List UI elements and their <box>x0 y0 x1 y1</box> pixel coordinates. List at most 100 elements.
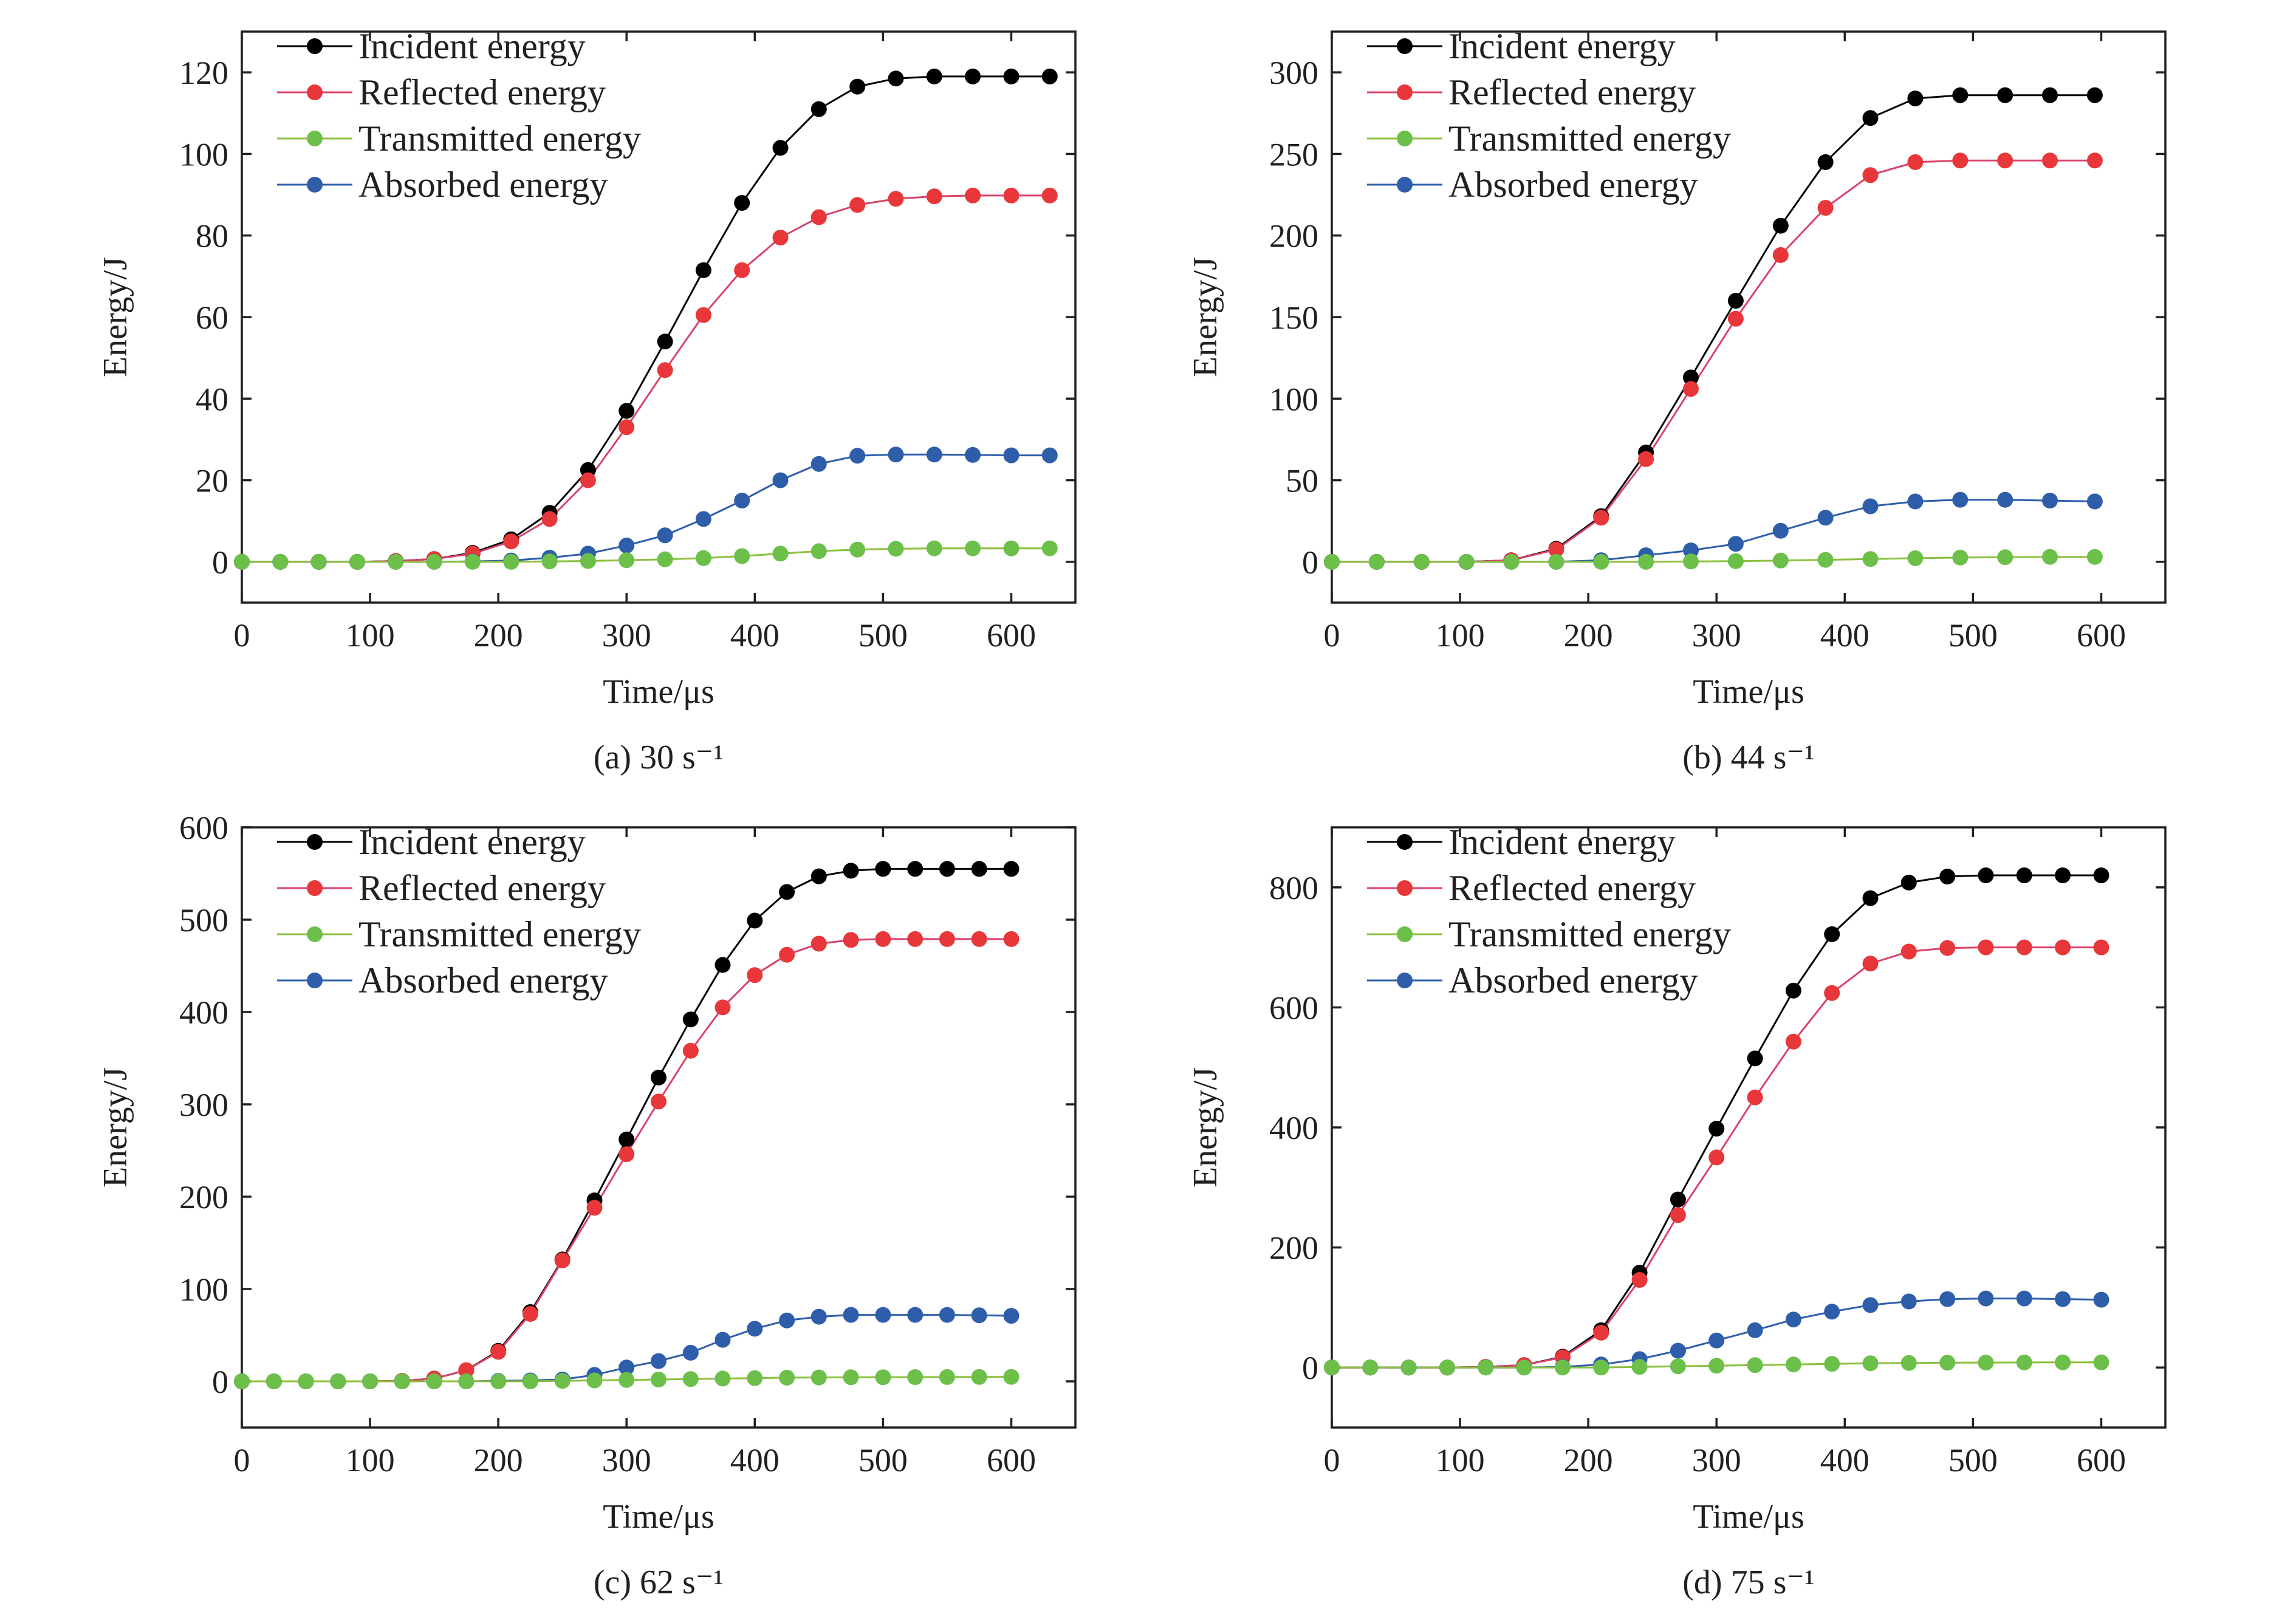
absorbed-energy-point <box>810 1308 827 1325</box>
legend-label-reflected: Reflected energy <box>1448 72 1696 112</box>
absorbed-energy-point <box>734 493 750 509</box>
x-axis-title: Time/μs <box>603 1498 715 1536</box>
incident-energy-point <box>695 262 711 278</box>
absorbed-energy-point <box>747 1321 763 1337</box>
transmitted-energy-point <box>272 553 289 570</box>
incident-energy-point <box>1041 68 1058 84</box>
transmitted-energy-point <box>1708 1358 1725 1374</box>
legend-label-absorbed: Absorbed energy <box>1448 165 1698 205</box>
transmitted-energy-point <box>362 1373 379 1389</box>
incident-energy-point <box>1862 890 1879 906</box>
reflected-energy-point <box>1952 152 1969 169</box>
x-tick-label: 300 <box>1692 1442 1741 1479</box>
absorbed-energy-point <box>1997 491 2013 508</box>
reflected-energy-point <box>1772 247 1789 263</box>
x-tick-label: 600 <box>2077 617 2126 654</box>
x-tick-label: 600 <box>987 617 1036 654</box>
panel-c: 0 100 200 300 400 500 600 0 100 200 300 400 500 600 Ti… <box>97 810 1077 1601</box>
plot-frame <box>1331 30 2167 604</box>
legend-label-absorbed: Absorbed energy <box>1448 960 1698 1000</box>
incident-energy-point <box>779 884 795 900</box>
reflected-energy-point <box>657 362 673 378</box>
legend-label-transmitted: Transmitted energy <box>358 914 641 954</box>
x-tick-label: 200 <box>474 617 523 654</box>
reflected-energy-point <box>682 1042 699 1059</box>
legend-marker <box>307 38 323 54</box>
transmitted-energy-point <box>330 1373 346 1389</box>
incident-energy-point <box>1003 68 1019 84</box>
plot-frame <box>241 30 1077 604</box>
x-tick-label: 100 <box>346 1442 395 1479</box>
reflected-energy-point <box>843 932 859 948</box>
legend-marker <box>307 880 323 896</box>
y-tick-label: 120 <box>179 55 228 91</box>
absorbed-energy-point <box>2055 1291 2071 1307</box>
reflected-energy-point <box>1907 154 1924 170</box>
transmitted-energy-point <box>349 553 365 570</box>
transmitted-energy-point <box>810 543 827 559</box>
incident-energy-point <box>1907 91 1924 107</box>
x-tick-label: 400 <box>730 617 780 654</box>
transmitted-energy-point <box>234 1373 250 1389</box>
transmitted-energy-point <box>541 553 558 570</box>
transmitted-energy-point <box>619 552 635 569</box>
panel-caption: (b) 44 s⁻¹ <box>1682 739 1814 776</box>
transmitted-energy-point <box>464 553 481 570</box>
incident-energy-point <box>2093 867 2109 883</box>
panel-caption: (c) 62 s⁻¹ <box>594 1564 724 1601</box>
incident-energy-point <box>2016 867 2032 883</box>
absorbed-energy-point <box>1817 510 1834 526</box>
x-tick-label: 0 <box>234 1442 250 1479</box>
y-tick-label: 400 <box>1269 1110 1318 1146</box>
transmitted-energy-point <box>1683 553 1699 570</box>
transmitted-energy-point <box>1907 550 1924 566</box>
y-axis-title: Energy/J <box>97 257 134 377</box>
absorbed-energy-point <box>971 1307 987 1324</box>
absorbed-energy-point <box>2042 493 2058 509</box>
transmitted-energy-point <box>1478 1359 1494 1376</box>
transmitted-energy-point <box>1554 1359 1571 1376</box>
transmitted-energy-point <box>1324 553 1340 570</box>
panel-caption: (a) 30 s⁻¹ <box>594 739 724 776</box>
absorbed-energy-point <box>965 446 981 463</box>
incident-energy-point <box>965 68 981 84</box>
transmitted-energy-point <box>1548 553 1564 570</box>
absorbed-energy-point <box>1952 491 1969 508</box>
legend-marker <box>1397 84 1413 100</box>
transmitted-energy-point <box>2016 1354 2032 1370</box>
incident-energy-point <box>1670 1191 1686 1208</box>
legend-label-absorbed: Absorbed energy <box>358 165 608 205</box>
transmitted-energy-point <box>586 1372 603 1389</box>
x-tick-label: 600 <box>2077 1442 2126 1479</box>
x-tick-label: 300 <box>602 1442 651 1479</box>
transmitted-energy-point <box>388 553 404 570</box>
transmitted-energy-point <box>1785 1356 1801 1373</box>
absorbed-energy-point <box>657 527 673 544</box>
reflected-energy-point <box>1670 1207 1686 1223</box>
absorbed-energy-point <box>1670 1342 1686 1359</box>
transmitted-energy-point <box>734 548 750 564</box>
absorbed-energy-point <box>810 456 827 472</box>
incident-energy-point <box>907 861 924 877</box>
transmitted-energy-point <box>266 1373 282 1389</box>
absorbed-energy-point <box>1907 493 1924 510</box>
absorbed-energy-point <box>2093 1291 2109 1308</box>
incident-energy-point <box>926 68 942 84</box>
legend-label-incident: Incident energy <box>1448 822 1676 862</box>
reflected-energy-point <box>810 935 827 952</box>
x-tick-label: 100 <box>1436 617 1485 654</box>
transmitted-energy-point <box>1324 1359 1340 1376</box>
transmitted-energy-line <box>242 547 1050 563</box>
reflected-energy-point <box>580 472 596 488</box>
absorbed-energy-point <box>1727 536 1744 552</box>
absorbed-energy-point <box>695 511 711 527</box>
y-tick-label: 0 <box>1302 1350 1318 1386</box>
absorbed-energy-point <box>939 1307 955 1323</box>
reflected-energy-point <box>1785 1033 1801 1050</box>
transmitted-energy-point <box>682 1371 699 1387</box>
incident-energy-line <box>1332 94 2095 563</box>
transmitted-energy-point <box>1593 1359 1609 1376</box>
reflected-energy-point <box>1708 1149 1725 1166</box>
legend-marker <box>307 926 323 942</box>
